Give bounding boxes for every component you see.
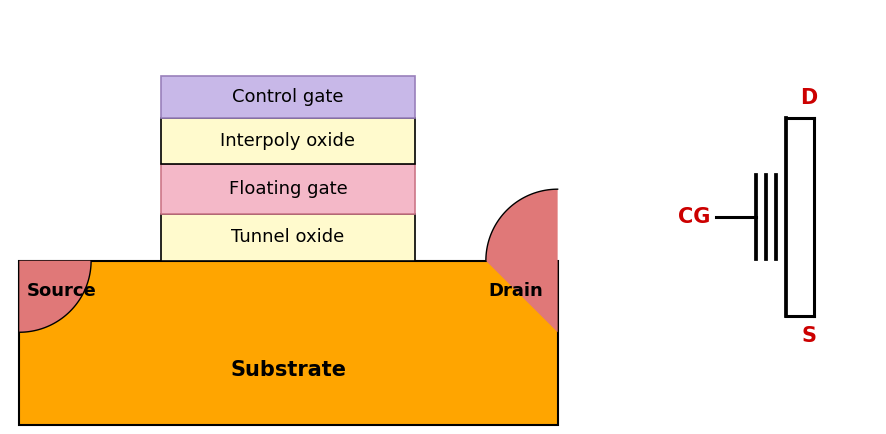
Text: D: D [800, 88, 818, 108]
Text: Interpoly oxide: Interpoly oxide [221, 132, 355, 150]
Bar [19, 261, 557, 424]
Polygon shape [486, 189, 557, 332]
Text: CG: CG [678, 207, 711, 227]
Text: Control gate: Control gate [232, 88, 344, 106]
Bar [161, 118, 415, 164]
Text: Source: Source [27, 282, 96, 299]
Polygon shape [19, 261, 91, 332]
Text: Substrate: Substrate [230, 360, 346, 380]
Bar [161, 164, 415, 214]
Text: Floating gate: Floating gate [229, 180, 347, 198]
Text: Drain: Drain [488, 282, 543, 299]
Text: Tunnel oxide: Tunnel oxide [231, 228, 345, 247]
Bar [161, 214, 415, 261]
Bar [161, 76, 415, 118]
Text: S: S [801, 326, 816, 346]
